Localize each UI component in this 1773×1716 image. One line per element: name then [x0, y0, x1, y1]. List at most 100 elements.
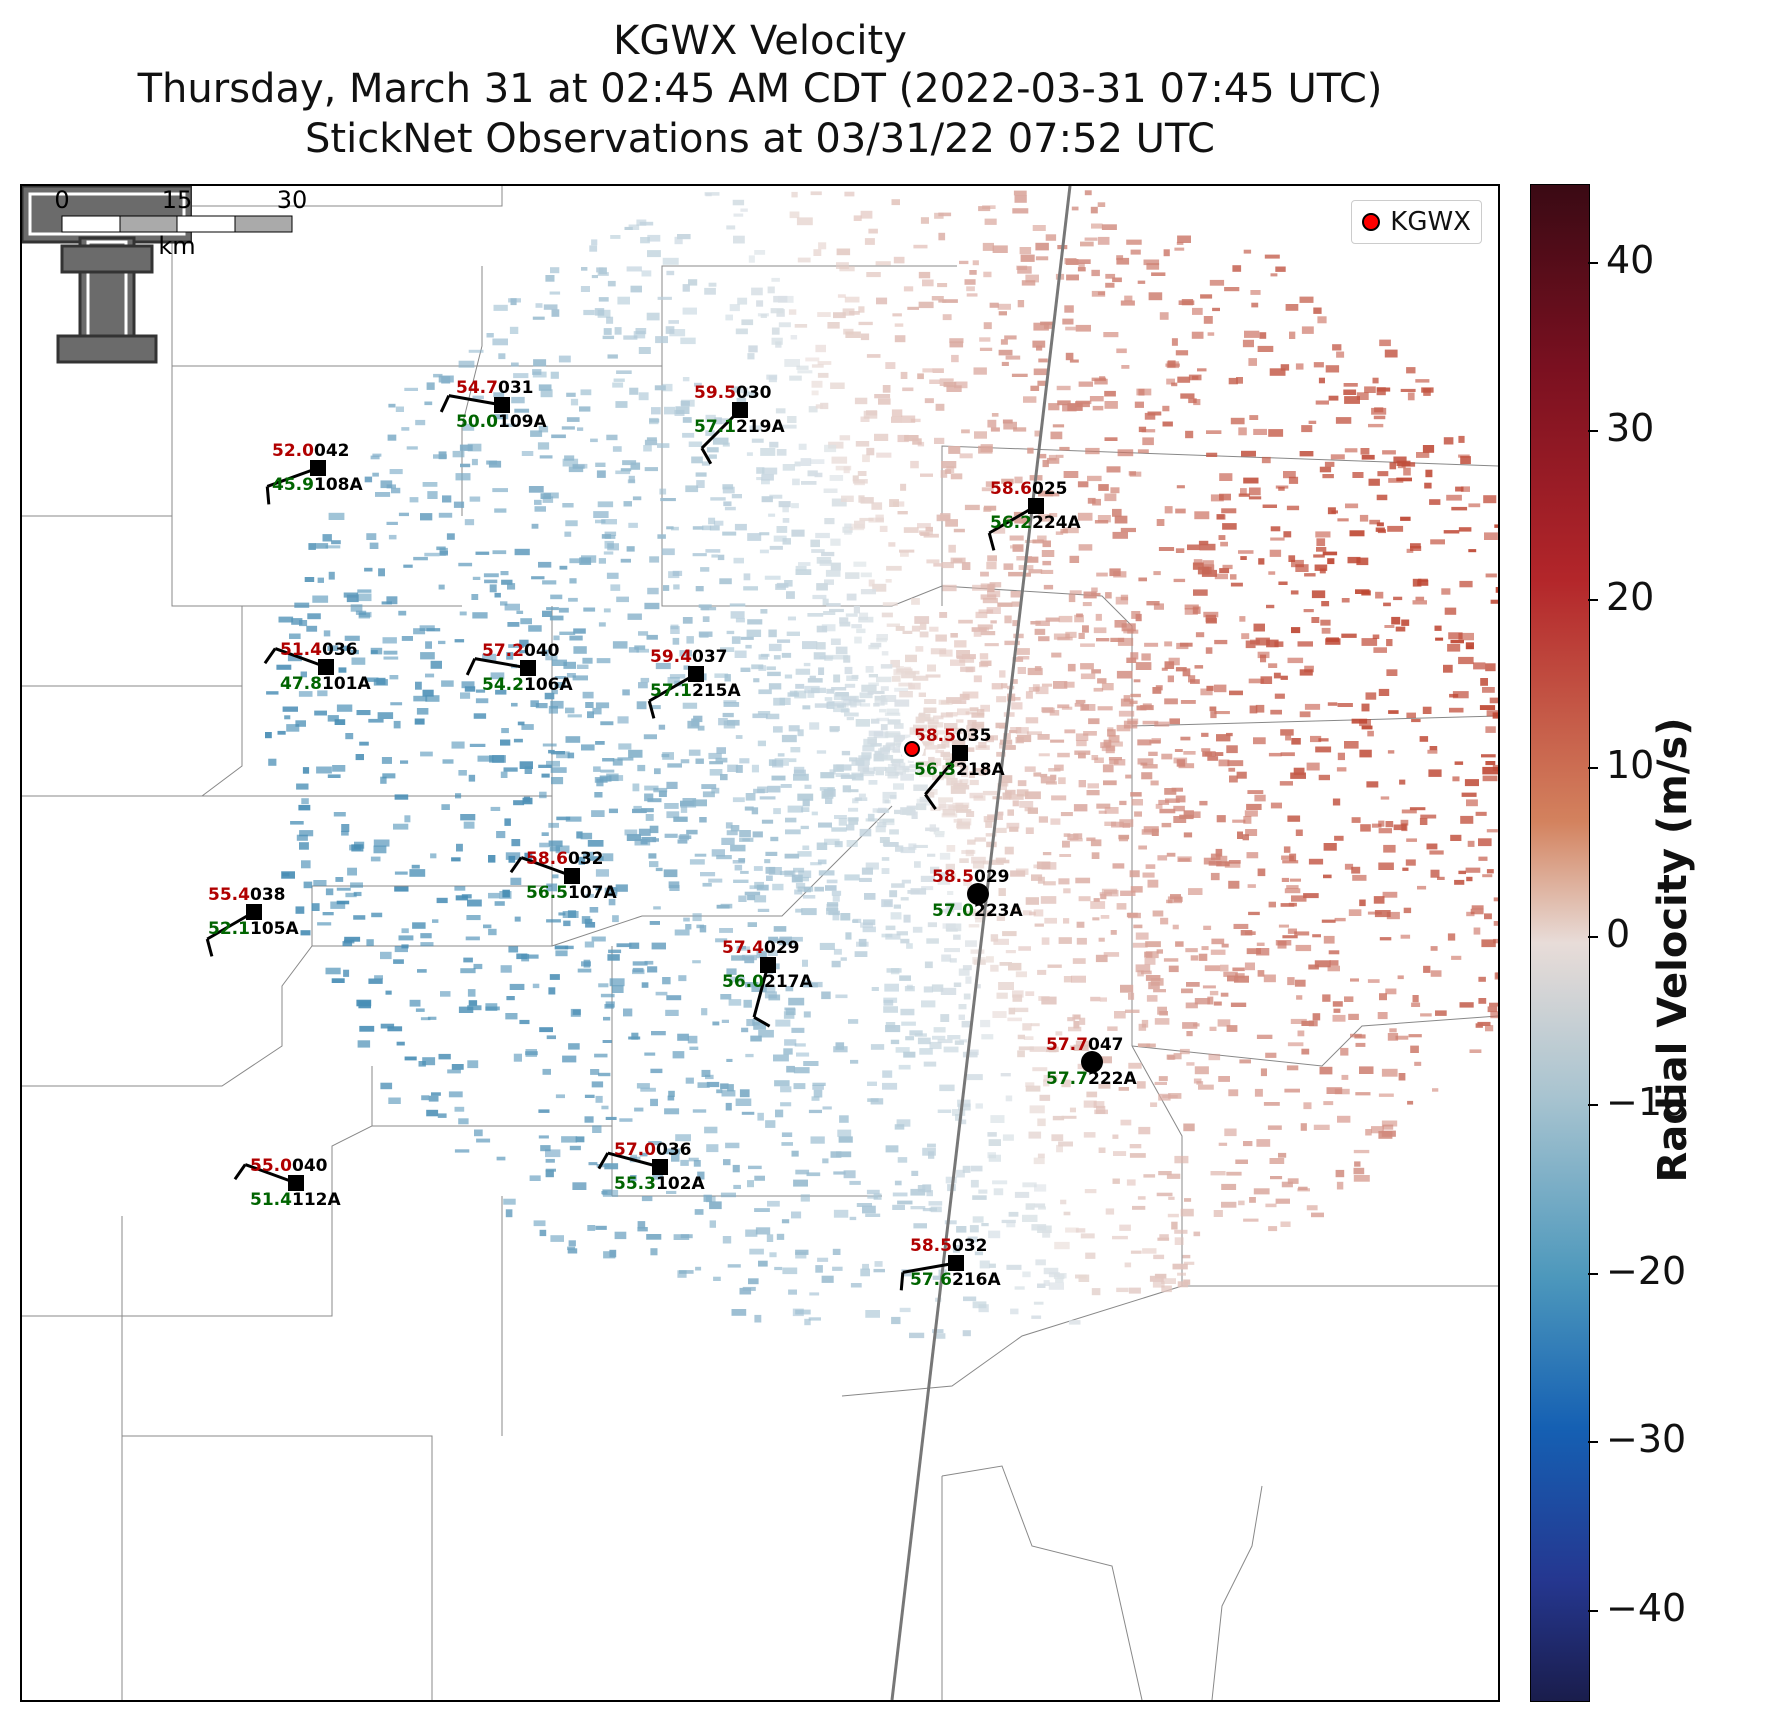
station-id: 106A: [524, 675, 573, 695]
wind-barb-flag-icon: [263, 647, 277, 665]
velocity-field: [265, 190, 1498, 1339]
station-id: 216A: [952, 1270, 1001, 1290]
station-wind-direction: 030: [736, 383, 772, 403]
station-wind-direction: 032: [952, 1236, 988, 1256]
station-dewpoint: 51.4: [250, 1190, 292, 1210]
station-id: 222A: [1088, 1069, 1137, 1089]
cbar-tick-neg40: −40: [1587, 1586, 1686, 1630]
station-id: 224A: [1032, 513, 1081, 533]
station-wind-direction: 047: [1088, 1035, 1124, 1055]
station-wind-direction: 029: [764, 938, 800, 958]
station-id: 109A: [498, 412, 547, 432]
wind-barb-flag-icon: [205, 938, 214, 957]
radar-legend-marker-icon: [1362, 213, 1381, 231]
station-dewpoint: 55.3: [614, 1174, 656, 1194]
station-marker-icon: [246, 904, 262, 920]
station-id: 107A: [568, 883, 617, 903]
colorbar-label: Radial Velocity (m/s): [1650, 717, 1696, 1183]
station-id: 215A: [692, 681, 741, 701]
scale-tick-15: 15: [162, 186, 193, 214]
wind-barb-flag-icon: [265, 486, 271, 505]
scale-unit: km: [158, 232, 195, 256]
station-id: 108A: [314, 475, 363, 495]
calm-wind-marker-icon: [967, 883, 989, 905]
station-wind-direction: 036: [322, 640, 358, 660]
station-dewpoint: 57.1: [650, 681, 692, 701]
station-id: 101A: [322, 674, 371, 694]
wind-barb-icon: [902, 1261, 957, 1274]
wind-barb-flag-icon: [753, 1015, 771, 1028]
station-marker-icon: [952, 745, 968, 761]
station-marker-icon: [318, 659, 334, 675]
station-dewpoint: 47.8: [280, 674, 322, 694]
station-id: 217A: [764, 972, 813, 992]
wind-barb-icon: [266, 466, 319, 488]
station-wind-direction: 035: [956, 726, 992, 746]
radar-map[interactable]: 54.7 031 50.0 109A 59.5 030 57.1 219A 52.0 042 45.…: [20, 184, 1500, 1702]
station-marker-icon: [652, 1159, 668, 1175]
station-dewpoint: 50.0: [456, 412, 498, 432]
wind-barb-flag-icon: [700, 447, 713, 465]
wind-barb-flag-icon: [987, 532, 996, 551]
station-temperature: 59.5: [694, 383, 736, 403]
cbar-tick-neg10: −10: [1587, 1080, 1686, 1124]
station-temperature: 57.7: [1046, 1035, 1088, 1055]
station-dewpoint: 56.5: [526, 883, 568, 903]
cbar-tick-10: 10: [1587, 743, 1654, 787]
station-temperature: 57.2: [482, 641, 524, 661]
scale-tick-0: 0: [54, 186, 69, 214]
station-id: 223A: [974, 901, 1023, 921]
station-temperature: 57.4: [722, 938, 764, 958]
texas-tech-logo-icon: [22, 186, 192, 364]
map-subtitle-time: Thursday, March 31 at 02:45 AM CDT (2022…: [137, 66, 1383, 112]
station-dewpoint: 56.0: [722, 972, 764, 992]
station-marker-icon: [520, 660, 536, 676]
station-id: 219A: [736, 417, 785, 437]
station-marker-icon: [288, 1175, 304, 1191]
station-temperature: 57.0: [614, 1140, 656, 1160]
wind-barb-flag-icon: [439, 394, 451, 413]
station-dewpoint: 57.0: [932, 901, 974, 921]
station-marker-icon: [564, 868, 580, 884]
wind-barb-icon: [520, 856, 573, 878]
station-wind-direction: 038: [250, 885, 286, 905]
station-marker-icon: [310, 460, 326, 476]
station-marker-icon: [732, 402, 748, 418]
kgwx-radar-dot: [904, 741, 920, 757]
station-dewpoint: 52.1: [208, 919, 250, 939]
station-temperature: 55.4: [208, 885, 250, 905]
station-temperature: 52.0: [272, 441, 314, 461]
wind-barb-flag-icon: [899, 1272, 905, 1291]
state-line-road: [890, 186, 1072, 1700]
station-marker-icon: [948, 1255, 964, 1271]
station-temperature: 51.4: [280, 640, 322, 660]
wind-barb-flag-icon: [597, 1152, 610, 1170]
station-marker-icon: [1028, 498, 1044, 514]
station-wind-direction: 040: [292, 1156, 328, 1176]
station-wind-direction: 032: [568, 849, 604, 869]
station-wind-direction: 040: [524, 641, 560, 661]
station-temperature: 55.0: [250, 1156, 292, 1176]
station-dewpoint: 57.1: [694, 417, 736, 437]
wind-barb-flag-icon: [647, 700, 656, 719]
cbar-tick-30: 30: [1587, 406, 1654, 450]
station-dewpoint: 54.2: [482, 675, 524, 695]
